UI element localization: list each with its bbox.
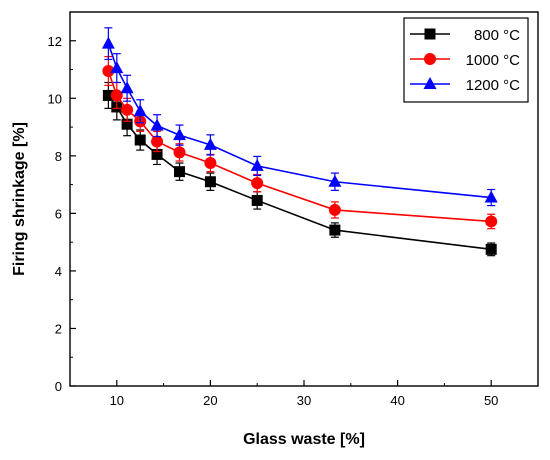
series-2 <box>101 27 498 207</box>
y-tick-label: 6 <box>55 206 62 221</box>
data-point <box>251 177 264 190</box>
legend: 800 °C 1000 °C 1200 °C <box>403 17 529 103</box>
data-point <box>329 224 341 236</box>
data-point <box>174 166 186 178</box>
data-point <box>120 81 134 94</box>
series-line <box>107 43 492 199</box>
data-point <box>203 137 217 150</box>
data-point <box>173 146 186 159</box>
data-point <box>204 157 217 170</box>
data-point <box>101 36 115 49</box>
series-line <box>107 94 492 251</box>
legend-label: 1200 °C <box>466 77 521 94</box>
data-point <box>328 203 341 216</box>
data-point <box>151 135 164 148</box>
y-tick-label: 12 <box>48 34 62 49</box>
data-point <box>110 61 124 74</box>
series-layer <box>101 27 498 257</box>
y-axis-title: Firing shrinkage [%] <box>11 122 28 276</box>
x-axis-title: Glass waste [%] <box>243 431 365 448</box>
data-point <box>121 103 134 116</box>
x-tick-label: 50 <box>484 393 498 408</box>
data-point <box>151 148 163 160</box>
series-1 <box>102 55 498 230</box>
data-point <box>133 104 147 117</box>
x-tick-label: 30 <box>297 393 311 408</box>
x-tick-label: 10 <box>110 393 124 408</box>
data-point <box>328 174 342 187</box>
y-tick-label: 0 <box>55 379 62 394</box>
data-point <box>110 89 123 102</box>
y-tick-label: 8 <box>55 149 62 164</box>
data-point <box>102 89 114 101</box>
data-point <box>121 118 133 130</box>
legend-marker <box>423 77 437 89</box>
data-point <box>484 190 498 203</box>
legend-marker <box>424 53 436 65</box>
legend-label: 800 °C <box>474 27 520 44</box>
data-point <box>102 64 115 77</box>
y-tick-label: 10 <box>48 91 62 106</box>
data-point <box>173 128 187 141</box>
data-point <box>150 118 164 131</box>
y-tick-label: 4 <box>55 264 62 279</box>
data-point <box>250 158 264 171</box>
legend-label: 1000 °C <box>466 52 521 69</box>
series-line <box>107 70 492 223</box>
x-tick-label: 20 <box>203 393 217 408</box>
legend-marker <box>424 28 436 40</box>
data-point <box>485 215 498 228</box>
data-point <box>204 176 216 188</box>
data-point <box>251 194 263 206</box>
data-point <box>134 134 146 146</box>
series-0 <box>102 81 497 257</box>
x-tick-label: 40 <box>390 393 404 408</box>
ticks-layer: 10 20 30 40 50 0 2 4 6 8 10 12 <box>48 11 539 408</box>
data-point <box>485 243 497 255</box>
y-tick-label: 2 <box>55 321 62 336</box>
